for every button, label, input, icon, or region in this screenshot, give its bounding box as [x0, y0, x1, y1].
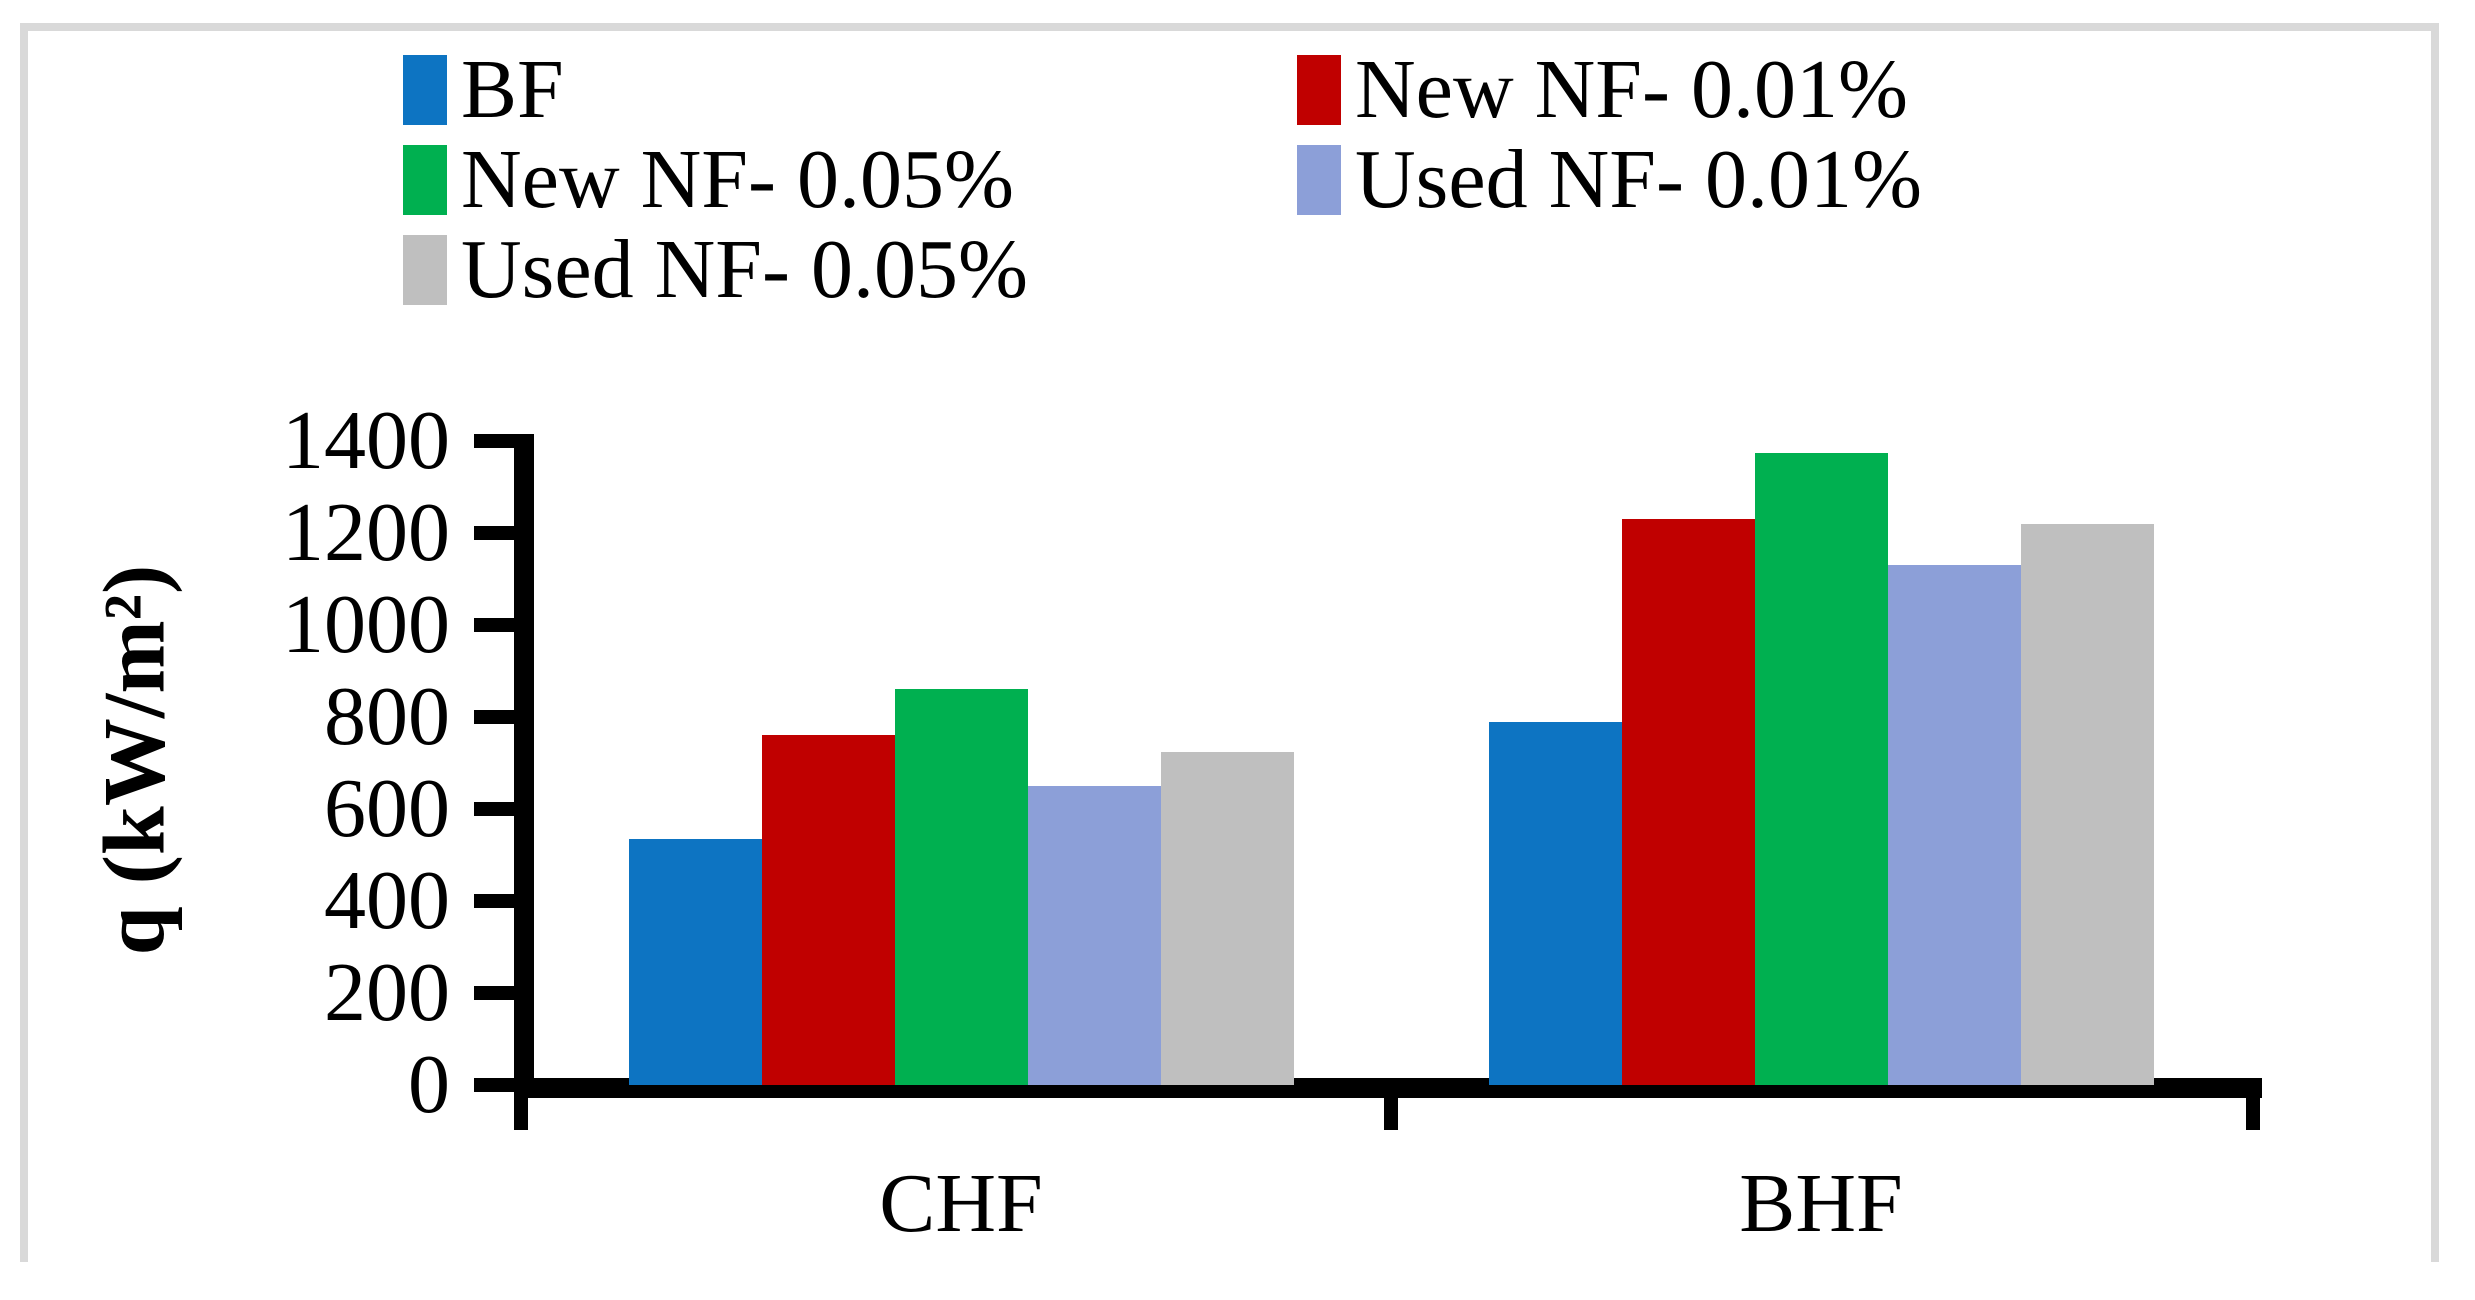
x-tick: [2246, 1096, 2260, 1130]
y-tick-label: 1400: [282, 394, 450, 487]
legend-item: Used NF- 0.01%: [1297, 134, 1922, 226]
y-tick-label: 1200: [282, 486, 450, 579]
y-tick: [474, 434, 514, 448]
bar-CHF-New-NF--0.01%: [761, 735, 895, 1085]
legend-label: Used NF- 0.01%: [1355, 133, 1922, 226]
bar-CHF-Used-NF--0.05%: [1160, 751, 1294, 1085]
x-tick: [514, 1096, 528, 1130]
y-axis-line: [514, 434, 534, 1098]
legend-item: New NF- 0.05%: [403, 134, 1014, 226]
legend-label: Used NF- 0.05%: [461, 223, 1028, 316]
legend-swatch: [403, 145, 447, 215]
y-tick: [474, 802, 514, 816]
legend-label: New NF- 0.01%: [1355, 43, 1908, 136]
y-tick-label: 600: [324, 762, 450, 855]
y-tick: [474, 894, 514, 908]
legend-item: New NF- 0.01%: [1297, 44, 1908, 136]
bar-BHF-BF: [1488, 721, 1622, 1085]
legend-label: New NF- 0.05%: [461, 133, 1014, 226]
y-tick-label: 400: [324, 854, 450, 947]
bar-BHF-Used-NF--0.05%: [2020, 523, 2154, 1085]
bar-BHF-Used-NF--0.01%: [1887, 565, 2021, 1085]
y-tick: [474, 526, 514, 540]
legend-swatch: [1297, 55, 1341, 125]
y-tick: [474, 618, 514, 632]
legend-swatch: [1297, 145, 1341, 215]
y-tick-label: 800: [324, 670, 450, 763]
legend-swatch: [403, 55, 447, 125]
y-tick-label: 0: [408, 1038, 450, 1131]
x-tick: [1384, 1096, 1398, 1130]
bar-BHF-New-NF--0.01%: [1621, 519, 1755, 1085]
category-label: BHF: [1739, 1157, 1903, 1250]
legend-item: Used NF- 0.05%: [403, 224, 1028, 316]
y-tick: [474, 710, 514, 724]
bar-CHF-Used-NF--0.01%: [1027, 786, 1161, 1085]
figure-border: [20, 23, 2439, 1262]
legend-label: BF: [461, 43, 564, 136]
bar-CHF-BF: [628, 838, 762, 1085]
y-tick-label: 200: [324, 946, 450, 1039]
y-tick: [474, 986, 514, 1000]
bar-BHF-New-NF--0.05%: [1754, 452, 1888, 1085]
y-tick-label: 1000: [282, 578, 450, 671]
legend-item: BF: [403, 44, 564, 136]
category-label: CHF: [879, 1157, 1043, 1250]
y-tick: [474, 1078, 514, 1092]
legend-swatch: [403, 235, 447, 305]
bar-CHF-New-NF--0.05%: [894, 689, 1028, 1085]
